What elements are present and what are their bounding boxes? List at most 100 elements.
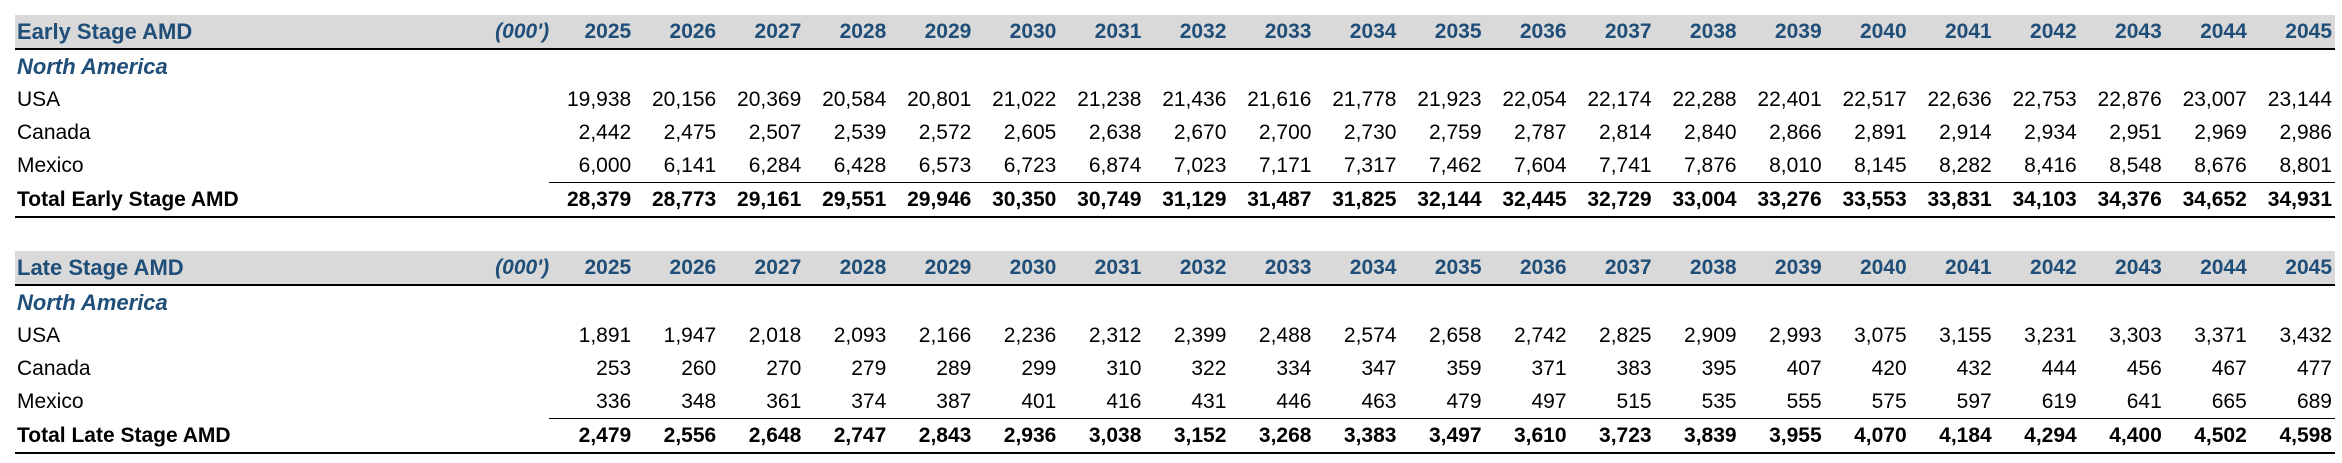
value-cell: 2,730 [1343, 121, 1397, 144]
value-cell: 359 [1446, 357, 1482, 380]
value-cell: 2,312 [1088, 324, 1142, 347]
total-value-cell: 4,502 [2164, 418, 2250, 454]
total-value-cell: 2,479 [549, 418, 635, 454]
value-cell: 7,171 [1229, 149, 1315, 183]
year-header: 2036 [1484, 15, 1570, 50]
year-header: 2035 [1399, 251, 1485, 286]
total-value-cell: 3,723 [1569, 418, 1655, 454]
value-cell: 2,914 [1939, 121, 1992, 144]
value-cell: 2,442 [578, 121, 632, 144]
value-cell: 535 [1654, 385, 1740, 419]
total-value-cell: 2,556 [634, 418, 720, 454]
total-value-cell: 29,161 [719, 182, 805, 218]
table-row: USA 1,891 1,947 2,018 2,093 2,166 2,236 2,312 2,… [15, 319, 2335, 352]
year-header: 2042 [1994, 251, 2080, 286]
year-header: 2044 [2164, 15, 2250, 50]
section-title: Late Stage AMD [15, 251, 370, 286]
year-header: 2043 [2079, 251, 2165, 286]
value-cell: 6,723 [974, 149, 1060, 183]
value-cell: 21,022 [992, 88, 1057, 111]
year-header: 2033 [1229, 15, 1315, 50]
total-value-cell: 4,184 [1909, 418, 1995, 454]
year-header: 2041 [1909, 251, 1995, 286]
year-header: 2031 [1059, 251, 1145, 286]
value-cell: 2,507 [748, 121, 802, 144]
value-cell: 3,303 [2109, 324, 2162, 347]
value-cell: 22,753 [2012, 88, 2077, 111]
year-header: 2045 [2249, 15, 2335, 50]
value-cell: 22,876 [2097, 88, 2162, 111]
total-value-cell: 2,747 [804, 418, 890, 454]
total-value-cell: 2,936 [974, 418, 1060, 454]
value-cell: 322 [1191, 357, 1227, 380]
value-cell: 8,676 [2164, 149, 2250, 183]
value-cell: 2,909 [1684, 324, 1737, 347]
total-label: Total Early Stage AMD [15, 182, 550, 218]
year-header: 2025 [549, 251, 635, 286]
value-cell: 463 [1314, 385, 1400, 419]
value-cell: 334 [1276, 357, 1312, 380]
value-cell: 2,814 [1599, 121, 1652, 144]
total-value-cell: 31,825 [1314, 182, 1400, 218]
year-header: 2038 [1654, 15, 1740, 50]
value-cell: 22,636 [1927, 88, 1992, 111]
value-cell: 8,416 [1994, 149, 2080, 183]
row-label: Mexico [17, 154, 84, 178]
value-cell: 2,166 [918, 324, 972, 347]
value-cell: 253 [596, 357, 632, 380]
value-cell: 289 [936, 357, 972, 380]
value-cell: 2,934 [2024, 121, 2077, 144]
row-label: Mexico [17, 390, 84, 414]
value-cell: 2,018 [748, 324, 802, 347]
value-cell: 22,174 [1587, 88, 1652, 111]
value-cell: 374 [804, 385, 890, 419]
value-cell: 479 [1399, 385, 1485, 419]
year-header: 2036 [1484, 251, 1570, 286]
year-header: 2035 [1399, 15, 1485, 50]
year-header: 2033 [1229, 251, 1315, 286]
year-header: 2040 [1824, 15, 1910, 50]
value-cell: 22,401 [1757, 88, 1822, 111]
total-value-cell: 33,276 [1739, 182, 1825, 218]
value-cell: 446 [1229, 385, 1315, 419]
value-cell: 2,572 [918, 121, 972, 144]
total-value-cell: 30,749 [1059, 182, 1145, 218]
value-cell: 395 [1701, 357, 1737, 380]
total-value-cell: 3,497 [1399, 418, 1485, 454]
year-header: 2031 [1059, 15, 1145, 50]
value-cell: 2,670 [1173, 121, 1227, 144]
year-header: 2030 [974, 15, 1060, 50]
value-cell: 8,145 [1824, 149, 1910, 183]
total-row: Total Late Stage AMD 2,479 2,556 2,648 2,747… [15, 418, 2335, 454]
total-value-cell: 3,839 [1654, 418, 1740, 454]
table-row: Canada 253 260 270 279 289 299 310 322 334 347 359 3… [15, 352, 2335, 385]
value-cell: 6,428 [804, 149, 890, 183]
value-cell: 347 [1361, 357, 1397, 380]
total-value-cell: 3,268 [1229, 418, 1315, 454]
section-header-row: Early Stage AMD (000') 2025 2026 2027 2028 202… [15, 15, 2335, 50]
row-label: USA [17, 324, 61, 347]
value-cell: 2,488 [1258, 324, 1312, 347]
table-row: USA 19,938 20,156 20,369 20,584 20,801 21,022 2… [15, 83, 2335, 116]
value-cell: 515 [1569, 385, 1655, 419]
value-cell: 21,616 [1247, 88, 1312, 111]
year-header: 2029 [889, 15, 975, 50]
value-cell: 22,517 [1842, 88, 1907, 111]
region-label: North America [17, 290, 168, 315]
year-header: 2032 [1144, 15, 1230, 50]
value-cell: 21,436 [1162, 88, 1227, 111]
total-value-cell: 2,843 [889, 418, 975, 454]
region-row: North America [15, 285, 2335, 319]
total-value-cell: 29,946 [889, 182, 975, 218]
value-cell: 7,604 [1484, 149, 1570, 183]
year-header: 2025 [549, 15, 635, 50]
total-value-cell: 3,383 [1314, 418, 1400, 454]
value-cell: 2,969 [2194, 121, 2247, 144]
value-cell: 2,742 [1513, 324, 1567, 347]
value-cell: 477 [2296, 357, 2332, 380]
value-cell: 20,369 [737, 88, 802, 111]
value-cell: 456 [2126, 357, 2162, 380]
value-cell: 310 [1106, 357, 1142, 380]
value-cell: 21,778 [1332, 88, 1397, 111]
value-cell: 2,700 [1258, 121, 1312, 144]
